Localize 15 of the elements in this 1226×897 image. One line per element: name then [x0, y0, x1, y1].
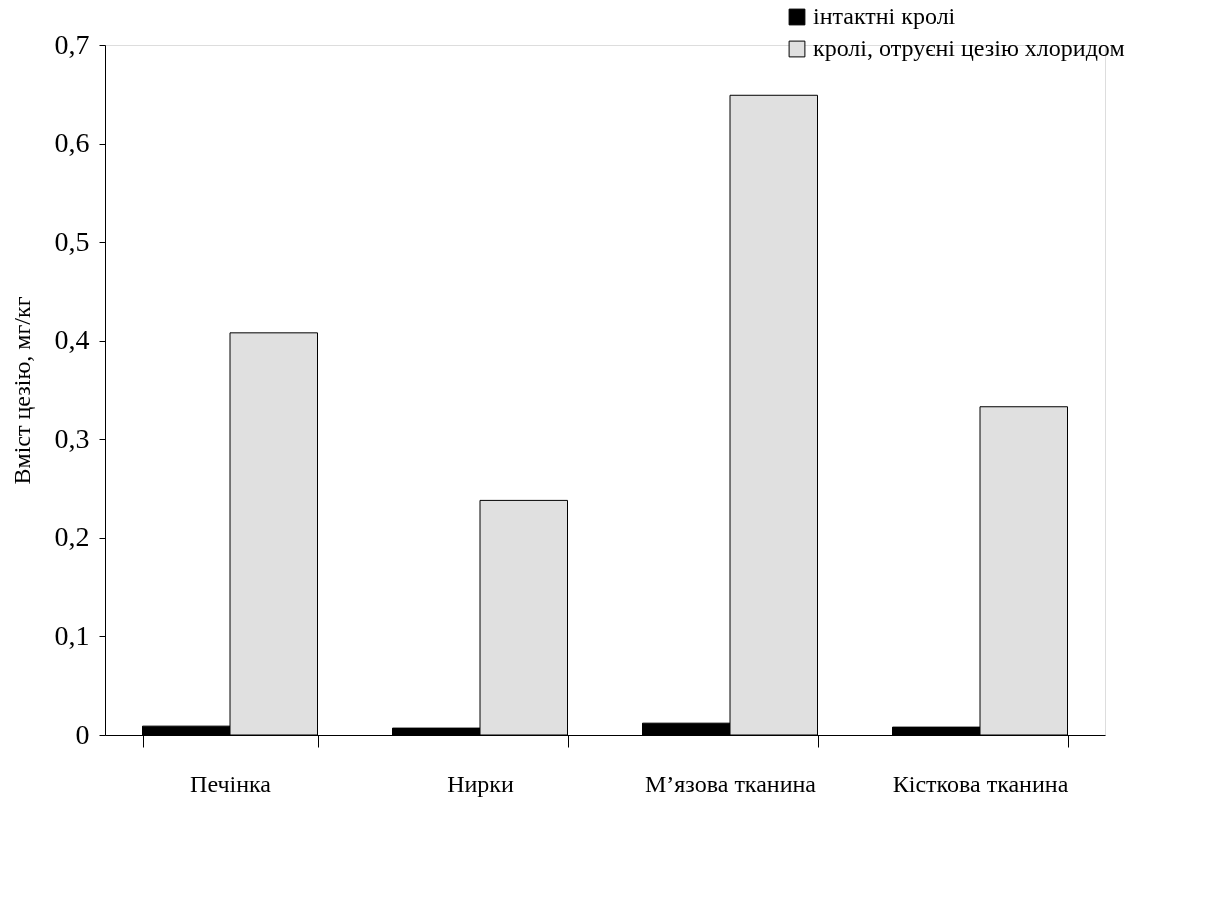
y-axis-title: Вміст цезію, мг/кг: [8, 296, 35, 485]
y-tick-label: 0,5: [54, 225, 90, 257]
legend-label: кролі, отруєні цезію хлоридом: [813, 35, 1125, 61]
y-tick-label: 0,7: [54, 28, 90, 60]
y-tick-label: 0: [75, 718, 90, 750]
y-tick-label: 0,6: [54, 127, 90, 159]
x-tick-label: Кісткова тканина: [892, 770, 1069, 797]
legend-label: інтактні кролі: [813, 3, 956, 29]
y-tick-label: 0,2: [54, 521, 90, 553]
y-tick-label: 0,3: [54, 422, 90, 454]
x-tick-label: Нирки: [447, 770, 514, 797]
x-tick-label: Печінка: [190, 770, 272, 797]
y-tick-label: 0,1: [54, 619, 90, 651]
x-tick-label: М’язова тканина: [645, 770, 817, 797]
y-tick-label: 0,4: [54, 324, 90, 356]
